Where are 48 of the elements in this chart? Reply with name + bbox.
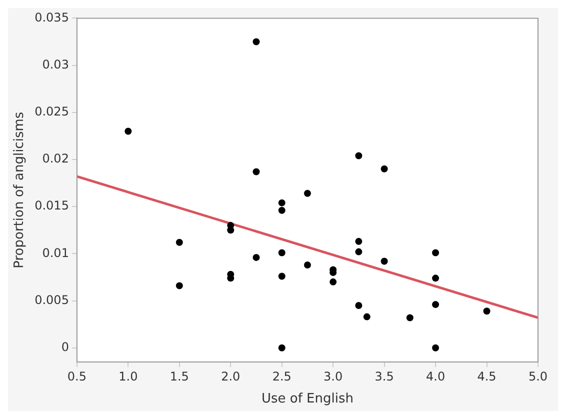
point — [483, 308, 490, 315]
y-tick-label: 0.035 — [34, 10, 69, 24]
point — [176, 238, 183, 246]
y-tick-label: 0.015 — [34, 198, 69, 213]
y-axis-title: Proportion of anglicisms — [12, 112, 28, 268]
point — [278, 272, 286, 280]
point — [380, 258, 388, 265]
point — [304, 261, 311, 268]
point — [278, 199, 286, 206]
point — [278, 206, 286, 214]
y-tick-label: 0.03 — [42, 57, 69, 72]
point — [432, 344, 440, 352]
x-tick-label: 1.5 — [170, 369, 189, 384]
x-tick-label: 2.0 — [221, 369, 240, 384]
x-tick-label: 3.5 — [374, 369, 394, 384]
point — [355, 302, 362, 309]
point — [227, 226, 234, 234]
x-tick-label: 0.5 — [67, 369, 86, 384]
point — [330, 278, 337, 286]
point — [278, 249, 286, 256]
point — [252, 38, 260, 46]
point — [380, 165, 388, 172]
y-tick-label: 0 — [61, 340, 69, 354]
point — [355, 238, 362, 245]
point — [252, 168, 260, 176]
point — [432, 301, 440, 308]
y-tick-label: 0.02 — [42, 152, 69, 166]
y-tick-label: 0.005 — [34, 292, 69, 307]
x-tick-label: 3.0 — [324, 369, 343, 384]
x-axis-title: Use of English — [261, 392, 354, 407]
x-tick-label: 1.0 — [118, 369, 138, 384]
x-tick-label: 2.5 — [272, 369, 292, 384]
x-tick-label: 4.5 — [477, 369, 496, 384]
y-tick-label: 0.025 — [34, 104, 69, 119]
point — [304, 190, 311, 197]
point — [355, 152, 362, 160]
x-tick-label: 5.0 — [528, 369, 548, 384]
point — [432, 249, 440, 256]
point — [355, 248, 362, 256]
point — [124, 128, 132, 135]
point — [432, 274, 440, 282]
point — [406, 314, 414, 322]
x-tick-label: 4.0 — [426, 369, 446, 384]
point — [252, 254, 260, 261]
y-tick-label: 0.01 — [42, 246, 69, 260]
point — [176, 282, 183, 290]
point — [278, 344, 286, 352]
point — [363, 313, 370, 320]
